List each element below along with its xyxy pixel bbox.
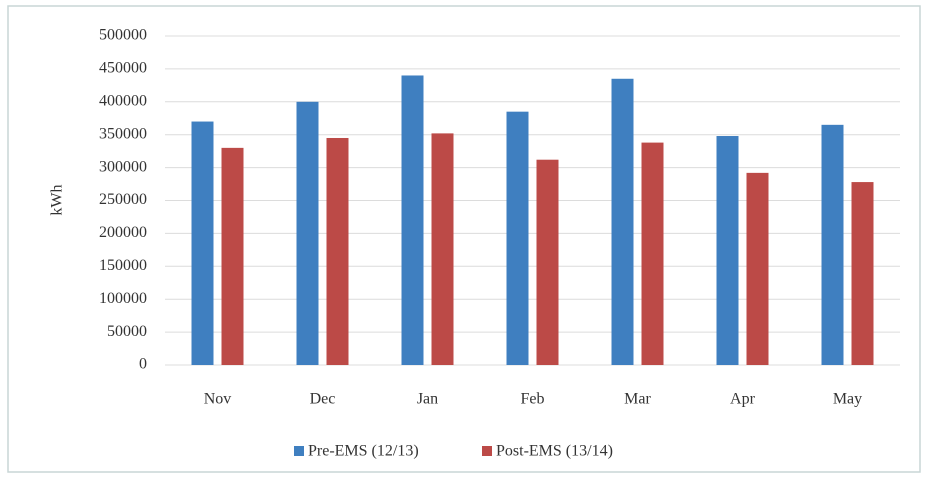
- y-tick-label: 400000: [99, 92, 147, 109]
- y-tick-label: 150000: [99, 257, 147, 274]
- x-tick-label: Dec: [310, 391, 336, 408]
- y-tick-label: 250000: [99, 191, 147, 208]
- y-tick-label: 0: [139, 356, 147, 373]
- bar: [746, 172, 769, 365]
- bar: [851, 182, 874, 365]
- y-tick-label: 50000: [107, 323, 147, 340]
- y-tick-label: 100000: [99, 290, 147, 307]
- x-tick-label: Mar: [624, 391, 651, 408]
- bar: [326, 137, 349, 365]
- x-tick-label: Nov: [204, 391, 232, 408]
- legend-swatch: [482, 446, 492, 456]
- bar: [821, 124, 844, 365]
- legend-label: Pre-EMS (12/13): [308, 443, 419, 460]
- y-axis-label: kWh: [49, 184, 66, 215]
- x-tick-label: Apr: [730, 391, 756, 408]
- bar: [536, 159, 559, 365]
- y-tick-label: 500000: [99, 27, 147, 44]
- bar: [431, 133, 454, 365]
- legend-label: Post-EMS (13/14): [496, 443, 613, 460]
- y-tick-label: 450000: [99, 60, 147, 77]
- y-tick-label: 200000: [99, 224, 147, 241]
- x-tick-label: Jan: [417, 391, 438, 408]
- bar: [611, 78, 634, 366]
- x-tick-label: May: [833, 391, 862, 408]
- bar: [191, 121, 214, 365]
- bar: [641, 142, 664, 365]
- bar: [716, 136, 739, 365]
- bar: [221, 147, 244, 365]
- bar: [506, 111, 529, 365]
- legend-swatch: [294, 446, 304, 456]
- y-tick-label: 350000: [99, 125, 147, 142]
- bar: [296, 101, 319, 366]
- y-tick-label: 300000: [99, 158, 147, 175]
- x-tick-label: Feb: [521, 391, 545, 408]
- bar: [401, 75, 424, 365]
